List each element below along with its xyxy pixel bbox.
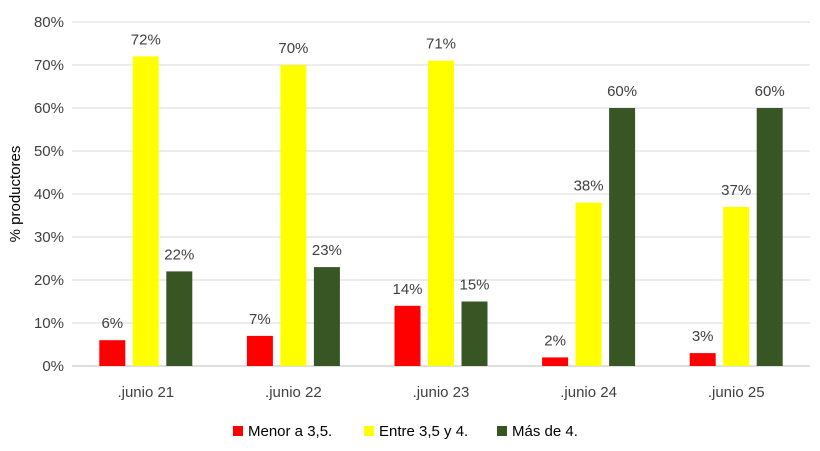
- bar: [166, 271, 193, 366]
- bar: [723, 206, 750, 366]
- bars: [99, 56, 783, 367]
- y-tick-label: 20%: [34, 272, 64, 289]
- legend-label: Entre 3,5 y 4.: [379, 423, 468, 440]
- bar: [575, 202, 602, 366]
- x-tick-label: .junio 23: [413, 384, 470, 401]
- y-tick-label: 80%: [34, 14, 64, 31]
- data-label: 38%: [574, 178, 604, 195]
- legend-swatch: [364, 426, 374, 436]
- legend-swatch: [497, 426, 507, 436]
- y-tick-label: 50%: [34, 143, 64, 160]
- bar: [428, 60, 454, 366]
- legend-label: Menor a 3,5.: [248, 423, 332, 440]
- legend-item: Menor a 3,5.: [233, 423, 332, 440]
- data-label: 71%: [426, 36, 456, 53]
- bar: [99, 340, 126, 366]
- data-label: 7%: [249, 311, 271, 328]
- bar: [609, 108, 636, 366]
- data-label: 72%: [131, 31, 161, 48]
- y-tick-label: 0%: [42, 358, 64, 375]
- x-axis-ticks: .junio 21 .junio 22 .junio 23 .junio 24 .jun…: [117, 384, 764, 401]
- bar: [756, 108, 783, 366]
- data-labels: 6% 72% 22% 7% 70% 23% 14% 71% 15% 2% 38% 60% 3% 37% 60…: [101, 31, 784, 349]
- legend: Menor a 3,5. Entre 3,5 y 4. Más de 4.: [233, 423, 578, 440]
- y-tick-label: 40%: [34, 186, 64, 203]
- data-label: 6%: [101, 315, 123, 332]
- bar: [689, 353, 716, 366]
- legend-label: Más de 4.: [512, 423, 578, 440]
- bar: [280, 65, 307, 366]
- y-axis-label: % productores: [7, 146, 24, 243]
- data-label: 14%: [392, 281, 422, 298]
- data-label: 3%: [692, 328, 714, 345]
- data-label: 70%: [278, 40, 308, 57]
- bar: [132, 56, 159, 367]
- legend-item: Más de 4.: [497, 423, 578, 440]
- bar: [542, 357, 569, 366]
- y-tick-label: 70%: [34, 57, 64, 74]
- data-label: 23%: [312, 242, 342, 259]
- data-label: 22%: [164, 246, 194, 263]
- y-tick-label: 30%: [34, 229, 64, 246]
- legend-swatch: [233, 426, 243, 436]
- bar: [461, 301, 488, 366]
- x-tick-label: .junio 22: [265, 384, 322, 401]
- data-label: 2%: [544, 332, 566, 349]
- y-tick-label: 60%: [34, 100, 64, 117]
- x-tick-label: .junio 25: [708, 384, 765, 401]
- legend-item: Entre 3,5 y 4.: [364, 423, 468, 440]
- x-tick-label: .junio 21: [117, 384, 174, 401]
- bar: [313, 267, 340, 366]
- data-label: 37%: [721, 182, 751, 199]
- y-tick-label: 10%: [34, 315, 64, 332]
- y-axis-ticks: 0% 10% 20% 30% 40% 50% 60% 70% 80%: [34, 14, 64, 375]
- bar: [246, 335, 273, 366]
- data-label: 15%: [459, 277, 489, 294]
- data-label: 60%: [607, 83, 637, 100]
- bar: [394, 305, 421, 366]
- x-tick-label: .junio 24: [560, 384, 617, 401]
- data-label: 60%: [755, 83, 785, 100]
